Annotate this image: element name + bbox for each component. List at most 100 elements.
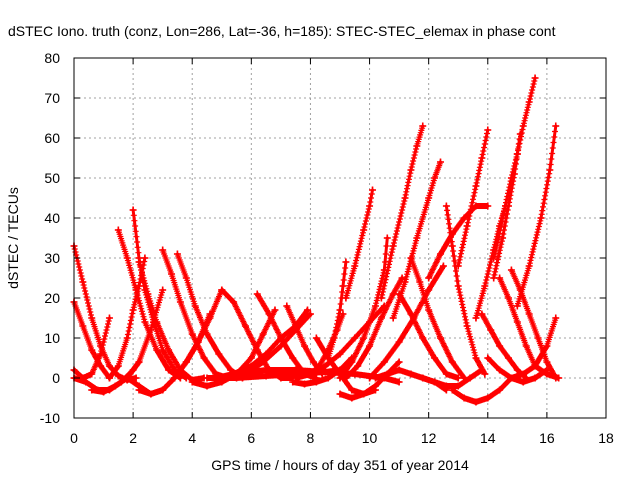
- data-point: [419, 122, 427, 130]
- data-point: [507, 374, 515, 382]
- data-point: [247, 354, 255, 362]
- data-point: [253, 290, 261, 298]
- data-point: [496, 342, 504, 350]
- series-arc41: [454, 126, 492, 270]
- data-point: [543, 366, 551, 374]
- data-point: [292, 366, 300, 374]
- data-point: [309, 358, 317, 366]
- data-point: [454, 282, 462, 290]
- series-arc49: [507, 314, 560, 382]
- data-point: [371, 302, 379, 310]
- y-tick-label: 60: [44, 130, 60, 146]
- data-point: [241, 322, 249, 330]
- data-point: [283, 302, 291, 310]
- data-point: [200, 354, 208, 362]
- chart-title: dSTEC Iono. truth (conz, Lon=286, Lat=-3…: [8, 23, 556, 39]
- y-tick-label: 40: [44, 210, 60, 226]
- series-arc33: [389, 158, 444, 322]
- data-point: [395, 290, 403, 298]
- data-point: [336, 350, 344, 358]
- data-point: [321, 368, 329, 376]
- data-point: [135, 386, 143, 394]
- data-point: [504, 202, 512, 210]
- data-point: [431, 378, 439, 386]
- series-arc40: [448, 374, 515, 406]
- series-arc29: [336, 234, 391, 382]
- data-point: [460, 214, 468, 222]
- data-point: [289, 378, 297, 386]
- data-point: [277, 342, 285, 350]
- data-point: [321, 362, 329, 370]
- data-point: [401, 278, 409, 286]
- data-point: [425, 274, 433, 282]
- data-point: [114, 226, 122, 234]
- series-markers: [342, 187, 376, 301]
- data-point: [141, 254, 149, 262]
- data-point: [510, 170, 518, 178]
- data-point: [203, 374, 211, 382]
- data-point: [546, 166, 554, 174]
- data-point: [165, 346, 173, 354]
- data-point: [182, 274, 190, 282]
- data-point: [354, 362, 362, 370]
- data-point: [454, 374, 462, 382]
- x-tick-label: 0: [70, 430, 78, 446]
- data-point: [419, 334, 427, 342]
- data-point: [504, 294, 512, 302]
- series-arc50: [484, 354, 551, 386]
- data-point: [277, 334, 285, 342]
- data-point: [306, 370, 314, 378]
- data-point: [454, 382, 462, 390]
- data-point: [366, 374, 374, 382]
- data-point: [513, 318, 521, 326]
- data-point: [448, 242, 456, 250]
- data-point: [206, 310, 214, 318]
- x-tick-label: 6: [247, 430, 255, 446]
- data-point: [525, 98, 533, 106]
- data-point: [519, 370, 527, 378]
- series-arc39: [442, 202, 489, 378]
- data-point: [360, 334, 368, 342]
- data-point: [301, 342, 309, 350]
- data-point: [330, 334, 338, 342]
- y-axis-label: dSTEC / TECUs: [5, 187, 21, 289]
- data-point: [360, 226, 368, 234]
- data-point: [407, 370, 415, 378]
- data-point: [173, 250, 181, 258]
- data-point: [460, 394, 468, 402]
- data-point: [324, 374, 332, 382]
- data-point: [383, 234, 391, 242]
- data-point: [380, 358, 388, 366]
- data-point: [496, 366, 504, 374]
- data-point: [105, 362, 113, 370]
- data-point: [395, 358, 403, 366]
- data-point: [360, 390, 368, 398]
- data-point: [88, 314, 96, 322]
- data-point: [507, 266, 515, 274]
- data-point: [188, 378, 196, 386]
- data-point: [132, 374, 140, 382]
- data-point: [442, 202, 450, 210]
- series-arc35: [407, 254, 468, 382]
- data-point: [442, 370, 450, 378]
- series-markers: [71, 299, 113, 381]
- data-point: [525, 262, 533, 270]
- data-point: [416, 278, 424, 286]
- data-point: [516, 130, 524, 138]
- data-point: [129, 206, 137, 214]
- data-point: [351, 262, 359, 270]
- data-point: [398, 274, 406, 282]
- data-point: [484, 126, 492, 134]
- data-point: [194, 338, 202, 346]
- data-point: [233, 370, 241, 378]
- data-point: [463, 222, 471, 230]
- y-tick-label: 50: [44, 170, 60, 186]
- data-point: [123, 254, 131, 262]
- data-point: [262, 366, 270, 374]
- data-point: [351, 334, 359, 342]
- y-tick-label: 20: [44, 290, 60, 306]
- data-point: [413, 234, 421, 242]
- data-point: [100, 388, 108, 396]
- data-point: [513, 150, 521, 158]
